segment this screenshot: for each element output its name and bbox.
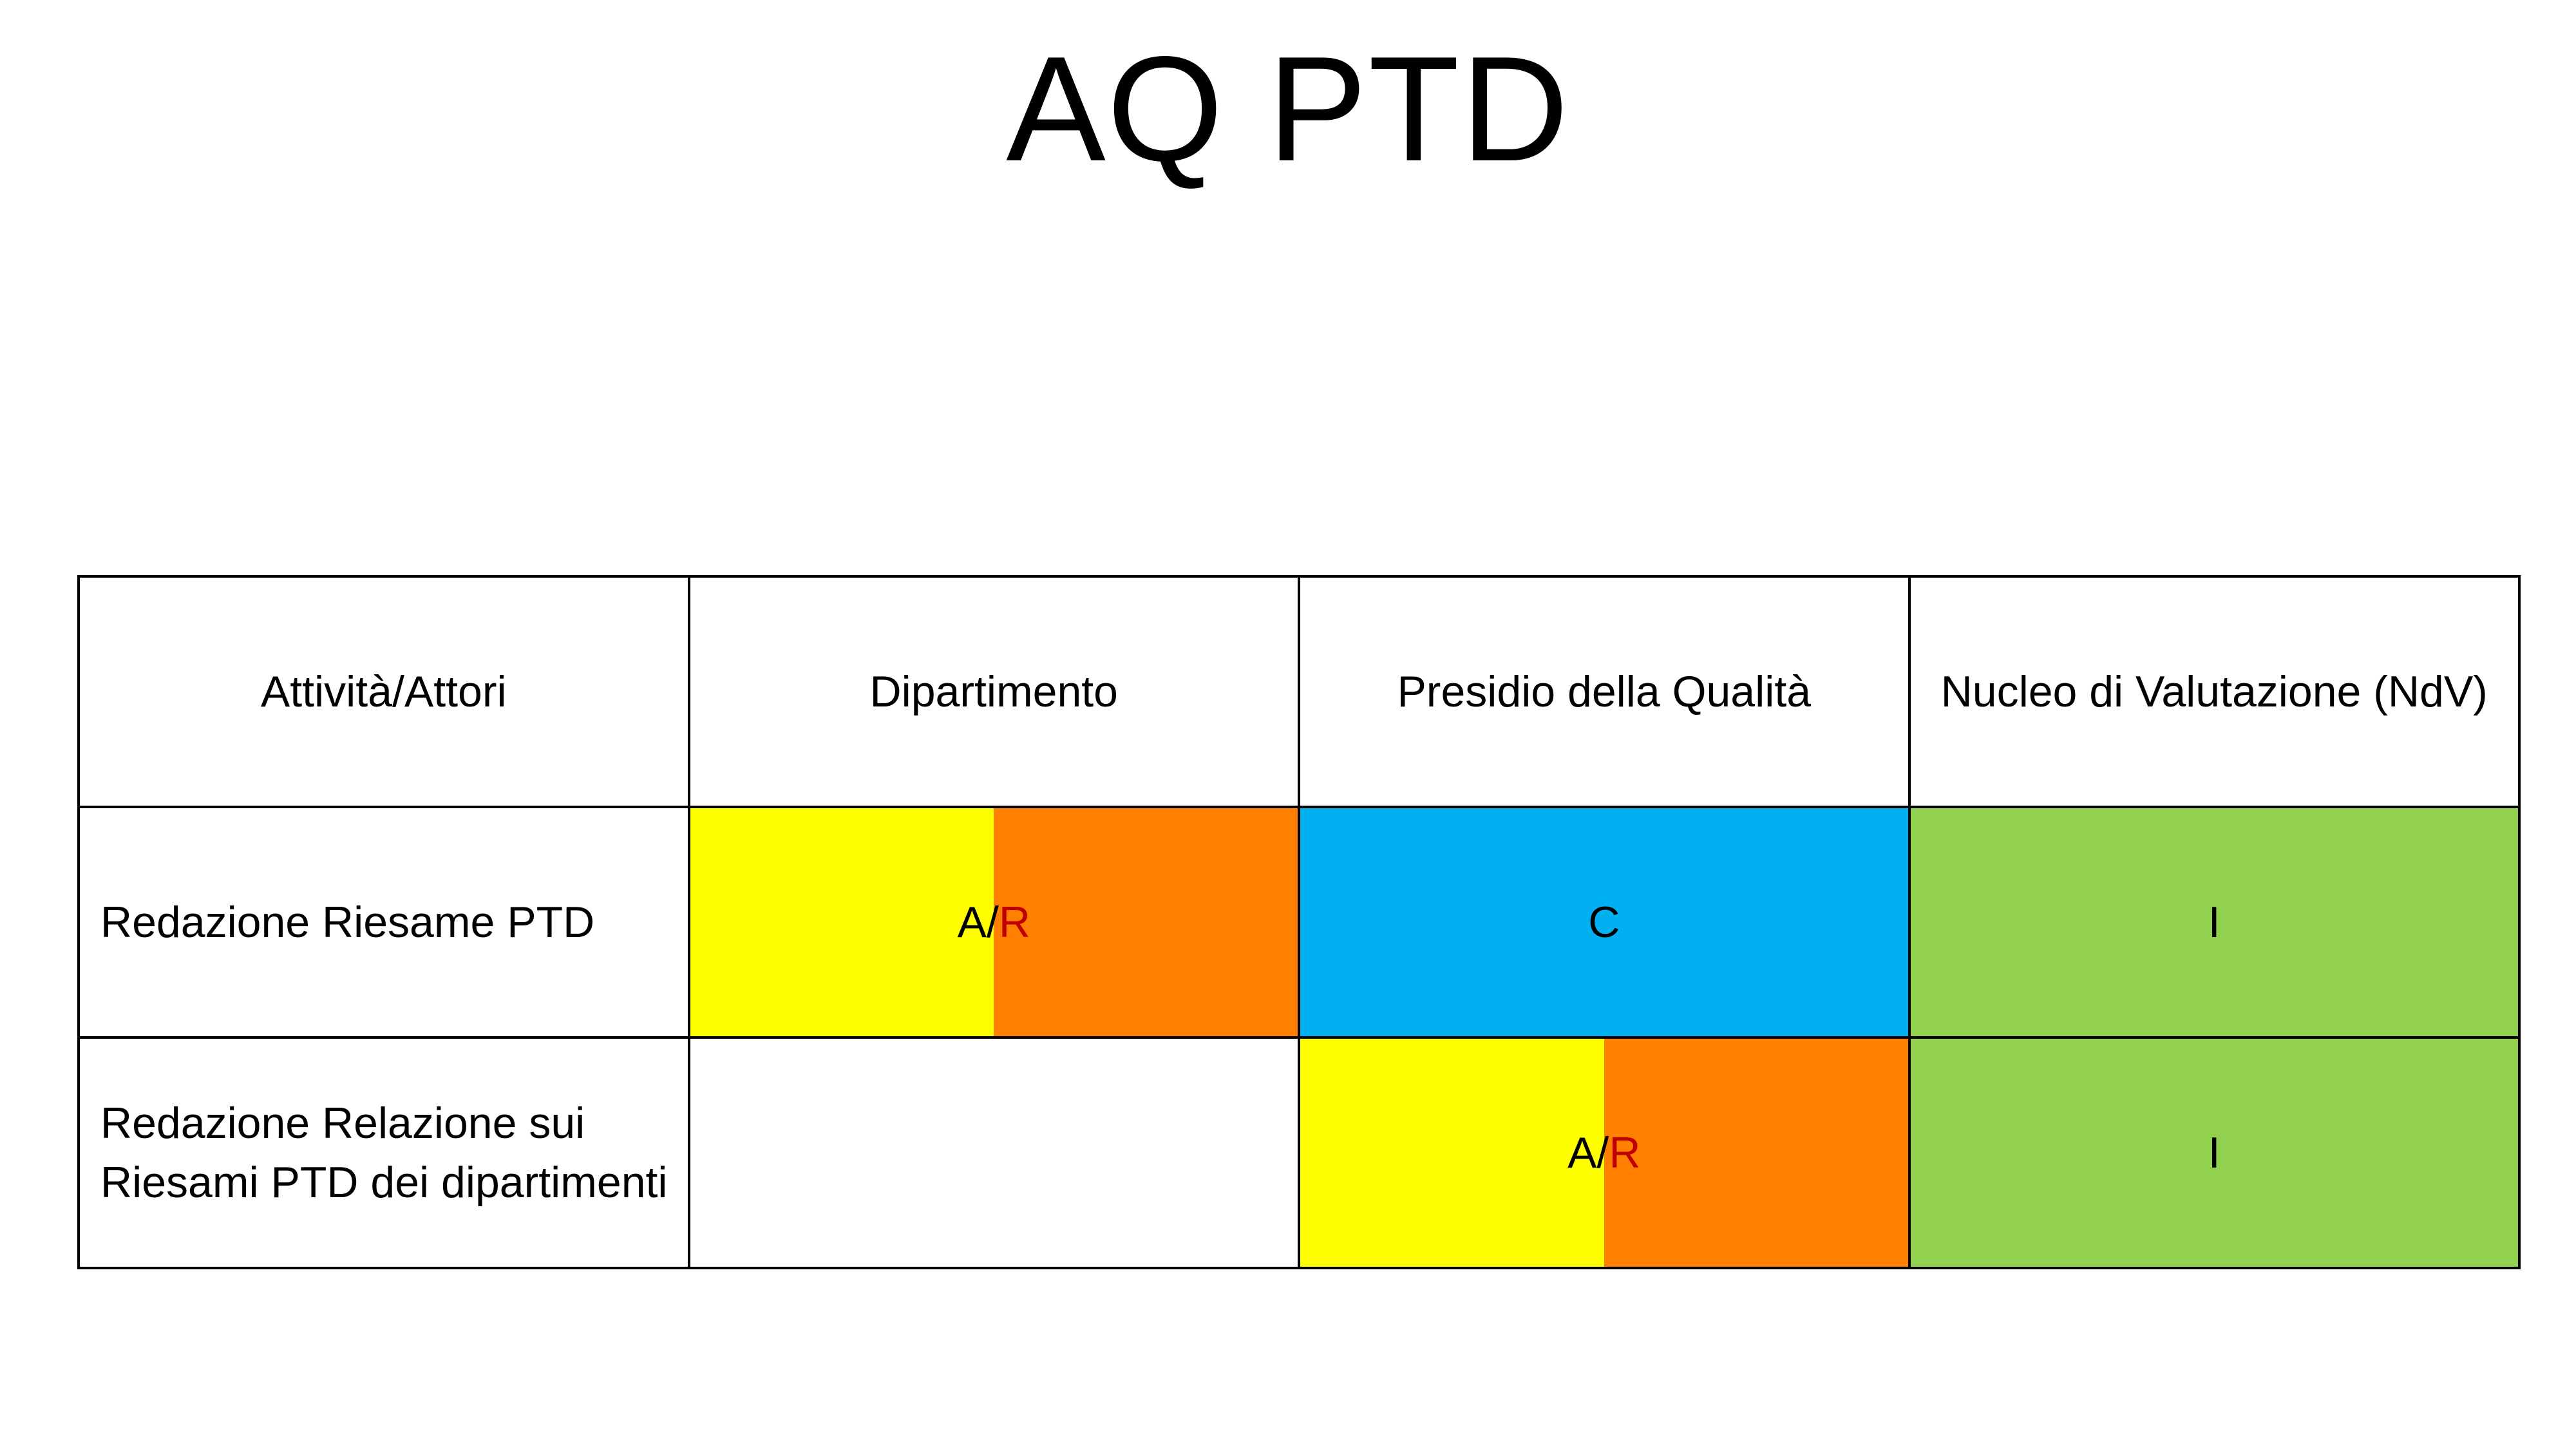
slide-title: AQ PTD <box>1006 26 1570 193</box>
raci-code: C <box>1588 898 1620 947</box>
row-label-line: Riesami PTD dei dipartimenti <box>100 1158 668 1207</box>
raci-code: A/R <box>1567 1128 1641 1177</box>
raci-code: I <box>2208 1128 2221 1177</box>
raci-table: Attività/Attori Dipartimento Presidio de… <box>77 575 2521 1269</box>
table-row: Redazione Riesame PTD A/R C I <box>77 806 2521 1039</box>
cell-dipartimento-empty <box>687 1036 1300 1269</box>
cell-nucleo-informed: I <box>1908 806 2521 1039</box>
row-label-riesame: Redazione Riesame PTD <box>77 806 690 1039</box>
accountable-fill <box>690 808 994 1036</box>
row-label-line: Redazione Riesame PTD <box>100 898 595 947</box>
table-header-row: Attività/Attori Dipartimento Presidio de… <box>77 575 2521 808</box>
row-label-line: Redazione Relazione sui <box>100 1099 585 1148</box>
header-attivita-attori: Attività/Attori <box>77 575 690 808</box>
header-presidio-qualita: Presidio della Qualità <box>1298 575 1911 808</box>
cell-nucleo-informed: I <box>1908 1036 2521 1269</box>
cell-presidio-ar: A/R <box>1298 1036 1911 1269</box>
raci-code: A/R <box>957 898 1030 947</box>
cell-presidio-consulted: C <box>1298 806 1911 1039</box>
row-label-relazione: Redazione Relazione sui Riesami PTD dei … <box>77 1036 690 1269</box>
cell-dipartimento-ar: A/R <box>687 806 1300 1039</box>
raci-code: I <box>2208 898 2221 947</box>
table-row: Redazione Relazione sui Riesami PTD dei … <box>77 1036 2521 1269</box>
responsible-fill <box>1604 1039 1908 1267</box>
header-nucleo-valutazione: Nucleo di Valutazione (NdV) <box>1908 575 2521 808</box>
header-dipartimento: Dipartimento <box>687 575 1300 808</box>
accountable-fill <box>1300 1039 1604 1267</box>
responsible-fill <box>994 808 1298 1036</box>
